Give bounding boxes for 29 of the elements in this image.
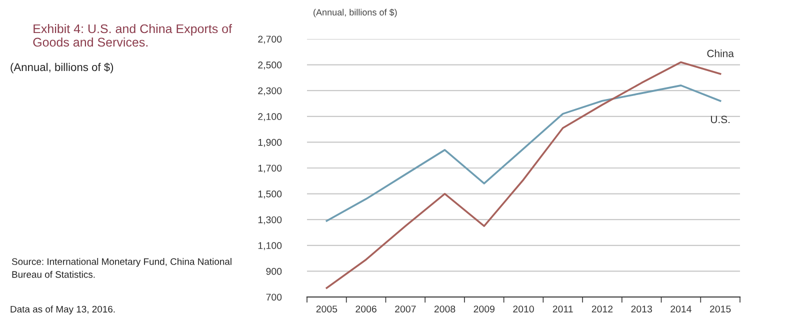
x-tick-label: 2007 (395, 306, 416, 312)
series-label: U.S. (710, 116, 730, 124)
text: Exhibit 4: U.S. and China Exports of Goods and Services. (33, 24, 232, 47)
x-tick-label: 2013 (631, 306, 652, 312)
y-tick-label: 1,700 (258, 164, 282, 173)
y-tick-label: 2,100 (258, 113, 282, 122)
y-tick-label: 1,500 (258, 190, 282, 199)
y-tick-label: 1,900 (258, 138, 282, 147)
x-tick-label: 2005 (316, 306, 338, 312)
x-tick-label: 2011 (552, 306, 573, 312)
x-tick-label: 2012 (592, 306, 613, 312)
y-tick-label: 900 (266, 268, 282, 275)
y-axis-title: (Annual, billions of $) (314, 8, 397, 18)
x-tick-label: 2006 (356, 306, 376, 312)
x-tick-label: 2014 (670, 306, 692, 312)
series-label: China (707, 50, 734, 58)
y-tick-label: 2,500 (258, 62, 282, 70)
y-tick-label: 2,700 (258, 36, 282, 44)
y-tick-label: 2,300 (258, 87, 282, 96)
y-tick-label: 1,300 (258, 216, 282, 224)
y-tick-label: 700 (266, 294, 282, 301)
source-note: Source: International Monetary Fund, China National Bureau of Statistics. (12, 258, 232, 278)
text: (Annual, billions of $) (10, 62, 114, 74)
x-tick-label: 2010 (513, 306, 534, 312)
x-tick-label: 2009 (474, 306, 494, 312)
x-tick-label: 2015 (710, 306, 731, 312)
x-tick-label: 2008 (434, 306, 456, 312)
y-tick-label: 1,100 (258, 242, 282, 250)
text: Data as of May 13, 2016. (10, 306, 115, 314)
